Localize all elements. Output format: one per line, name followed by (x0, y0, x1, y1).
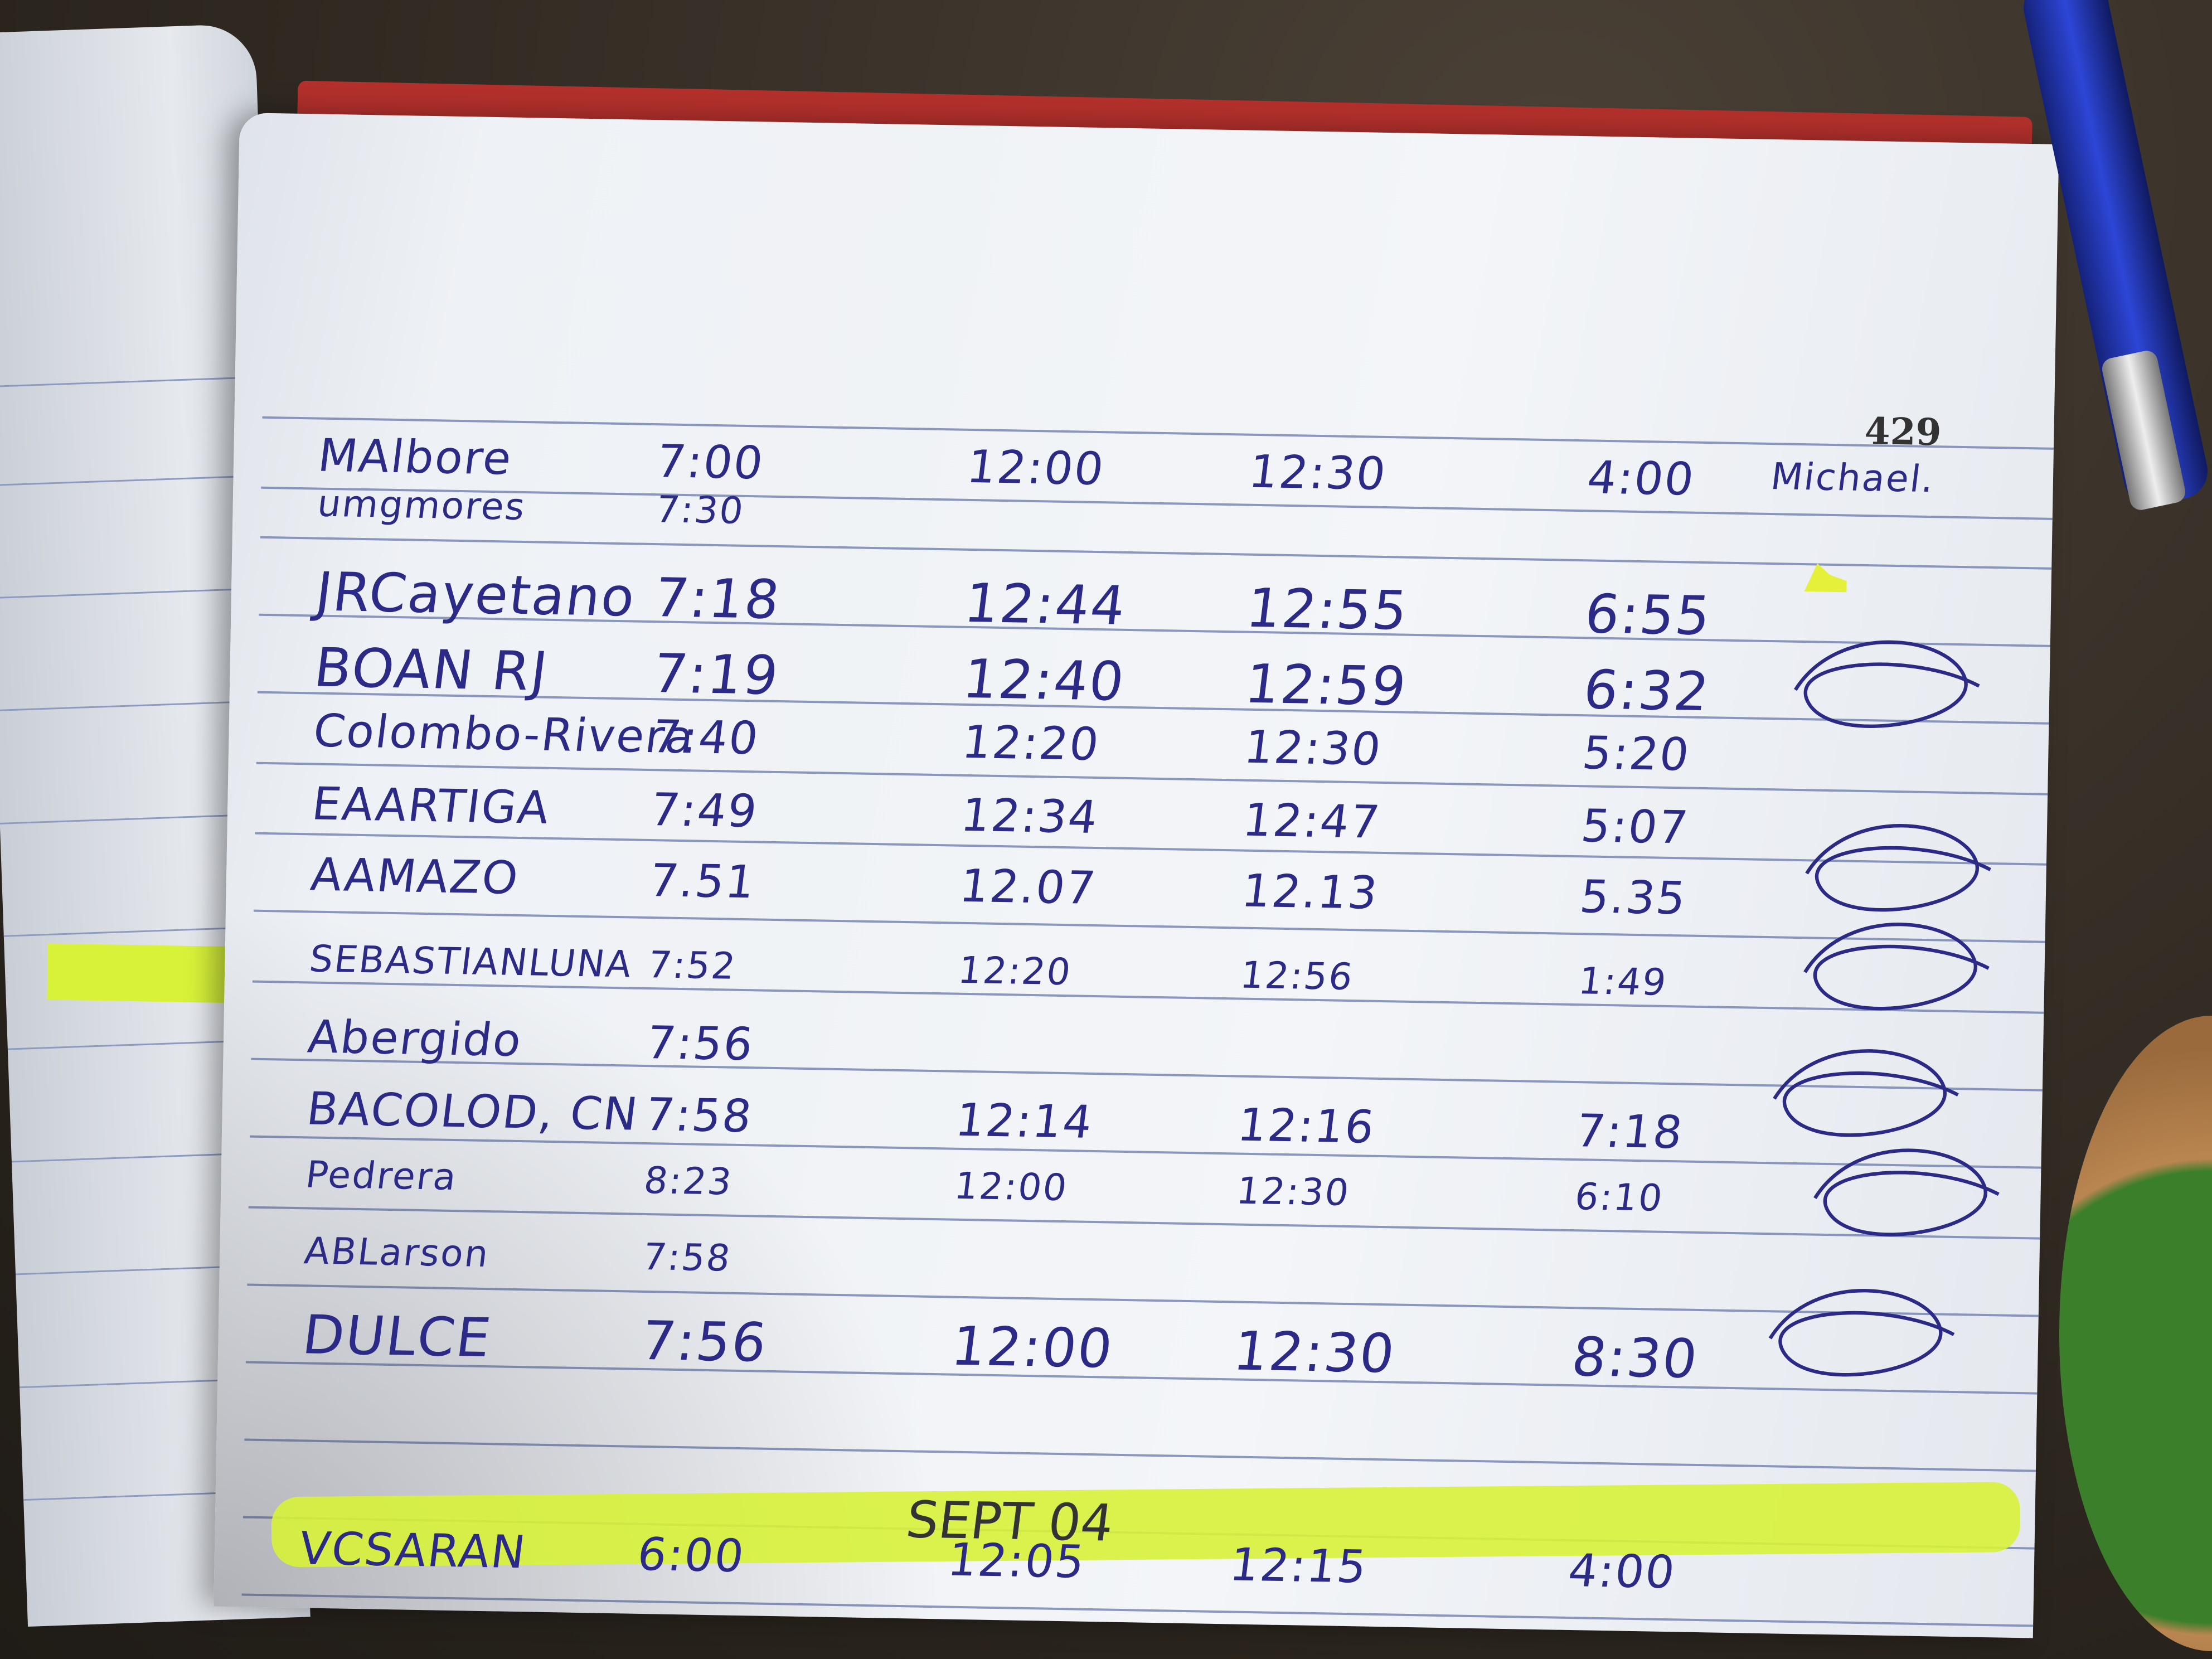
entry-in: 7:52 (645, 943, 739, 988)
entry-in-lunch: 12:30 (1234, 1169, 1352, 1214)
entry-out: 5:20 (1579, 727, 1694, 782)
cork-coaster (2059, 1016, 2212, 1651)
entry-out-lunch: 12:40 (959, 647, 1129, 713)
entry-in-lunch: 12.13 (1239, 865, 1382, 920)
entry-in-lunch: 12:59 (1241, 652, 1411, 718)
entry-in: 7.51 (646, 855, 759, 909)
entry-out: 4:00 (1565, 1545, 1679, 1599)
entry-in-lunch: 12:47 (1240, 794, 1384, 849)
entry-name: Abergido (305, 1011, 526, 1068)
entry-out-lunch: 12:00 (948, 1314, 1117, 1380)
entry-name: AAMAZO (308, 848, 522, 905)
entry-out-lunch: 12:00 (952, 1164, 1071, 1210)
entry-name: SEBASTIANLUNA (307, 937, 636, 986)
entry-name: EAARTIGA (309, 778, 554, 835)
entry-in: 7:18 (651, 566, 784, 631)
signature-scribble (1768, 1289, 1955, 1377)
entry-in: 7:00 (653, 435, 767, 490)
entry-name: BOAN RJ (311, 636, 552, 703)
entry-name: BACOLOD, CN (304, 1083, 642, 1141)
entry-name: DULCE (299, 1303, 496, 1370)
entry-out: 7:18 (1573, 1105, 1687, 1160)
entry-out-lunch: 12:44 (961, 571, 1130, 637)
entry-out: 5.35 (1577, 871, 1690, 925)
entry-name: Pedrera (303, 1153, 460, 1199)
entry-out: 6:10 (1572, 1175, 1666, 1220)
signature-scribble (1813, 1148, 2000, 1236)
entry-in: 7:56 (643, 1017, 757, 1071)
entry-in: 7:19 (649, 642, 783, 707)
entry-out: 6:55 (1581, 583, 1715, 648)
signature-scribble (1773, 1049, 1959, 1137)
entry-signature: Michael. (1768, 455, 1938, 501)
entry-in-lunch: 12:30 (1230, 1320, 1399, 1385)
entry-in: 8:23 (642, 1159, 735, 1204)
sticky-tab (1804, 563, 1847, 592)
entry-out: 4:00 (1584, 452, 1698, 506)
signature-scribble (1805, 824, 1991, 912)
highlighter-band (271, 1482, 2021, 1568)
entry-out-lunch: 12:34 (958, 789, 1102, 844)
entry-out-lunch: 12:20 (955, 948, 1074, 994)
left-page-highlight (47, 943, 232, 1003)
entry-out-lunch: 12.07 (957, 860, 1100, 915)
entry-out-lunch: 12:14 (952, 1094, 1097, 1149)
entry-in: 6:00 (634, 1528, 748, 1583)
logbook-page: 429 SEPT 04 MAlbore 7:00 12:00 12:30 4:00 Mic… (214, 113, 2059, 1638)
entry-out-lunch: 12:05 (945, 1534, 1089, 1589)
entry-in-lunch: 12:55 (1243, 576, 1412, 642)
entry-name: VCSARAN (296, 1522, 530, 1579)
entry-in: 7:30 (653, 488, 747, 532)
entry-in-lunch: 12:16 (1234, 1099, 1379, 1154)
entry-in-lunch: 12:15 (1227, 1539, 1371, 1594)
entry-name: JRCayetano (312, 560, 639, 629)
entry-out-lunch: 12:00 (964, 440, 1108, 496)
entry-in: 7:56 (637, 1309, 772, 1374)
entry-in-lunch: 12:30 (1241, 721, 1385, 776)
entry-out: 1:49 (1576, 959, 1670, 1004)
page-number: 429 (1864, 409, 1942, 454)
entry-in: 7:58 (642, 1089, 756, 1143)
entry-name: umgmores (315, 482, 528, 528)
signature-scribble (1794, 640, 1980, 728)
entry-in-lunch: 12:30 (1246, 445, 1390, 501)
entry-name: Colombo-Rivera (310, 705, 698, 764)
entry-name: MAlbore (315, 429, 516, 486)
entry-out: 6:32 (1580, 658, 1714, 724)
entry-in: 7:58 (640, 1235, 734, 1280)
entry-name: ABLarson (302, 1229, 492, 1276)
entry-in: 7:40 (648, 711, 763, 765)
entry-in-lunch: 12:56 (1238, 953, 1356, 999)
signature-scribble (1803, 923, 1990, 1011)
entry-out: 5:07 (1578, 800, 1692, 855)
entry-out-lunch: 12:20 (959, 716, 1103, 771)
entry-out: 8:30 (1568, 1326, 1702, 1390)
entry-in: 7:49 (647, 784, 761, 838)
